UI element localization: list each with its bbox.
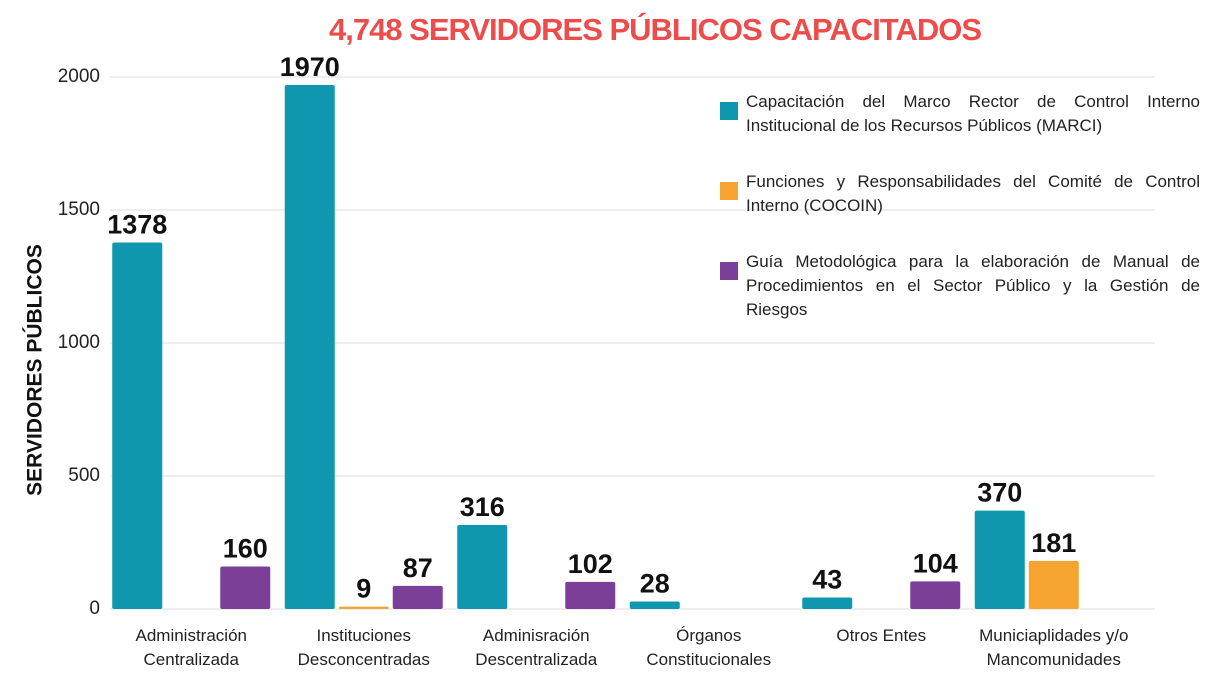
bar (220, 566, 270, 609)
bar (339, 607, 389, 609)
legend-label: Guía Metodológica para la elaboración de… (746, 250, 1200, 322)
x-tick-label: Municiaplidades y/o Mancomunidades (969, 624, 1139, 672)
bar (457, 525, 507, 609)
legend-item: Capacitación del Marco Rector de Control… (720, 90, 1200, 138)
bar (1029, 561, 1079, 609)
value-label: 102 (568, 549, 613, 579)
bar (393, 586, 443, 609)
bar (565, 582, 615, 609)
y-tick-label: 1000 (58, 332, 100, 353)
x-tick-label: Instituciones Desconcentradas (279, 624, 449, 672)
chart-title: 4,748 SERVIDORES PÚBLICOS CAPACITADOS (329, 11, 981, 47)
x-tick-label: Adminisración Descentralizada (451, 624, 621, 672)
value-label: 28 (640, 569, 670, 599)
value-label: 9 (356, 574, 371, 604)
value-label: 104 (913, 548, 958, 578)
value-label: 43 (812, 565, 842, 595)
value-label: 181 (1031, 528, 1076, 558)
bar (910, 581, 960, 609)
legend-label: Capacitación del Marco Rector de Control… (746, 90, 1200, 138)
value-label: 370 (977, 478, 1022, 508)
x-tick-label: Órganos Constitucionales (624, 624, 794, 672)
value-label: 160 (223, 534, 268, 564)
bar (802, 598, 852, 609)
value-label: 1970 (280, 52, 340, 82)
legend-swatch (720, 102, 738, 120)
value-label: 1378 (107, 210, 167, 240)
y-tick-label: 2000 (58, 66, 100, 87)
value-label: 87 (403, 553, 433, 583)
y-tick-label: 0 (89, 598, 100, 619)
x-tick-label: Otros Entes (796, 624, 966, 648)
legend-label: Funciones y Responsabilidades del Comité… (746, 170, 1200, 218)
chart: 4,748 SERVIDORES PÚBLICOS CAPACITADOS SE… (0, 0, 1207, 673)
bar (975, 511, 1025, 609)
legend-swatch (720, 182, 738, 200)
y-tick-label: 1500 (58, 199, 100, 220)
x-tick-label: Administración Centralizada (106, 624, 276, 672)
legend-item: Funciones y Responsabilidades del Comité… (720, 170, 1200, 218)
bar (630, 602, 680, 609)
y-axis-label: SERVIDORES PÚBLICOS (23, 244, 47, 496)
y-tick-label: 500 (68, 465, 100, 486)
legend: Capacitación del Marco Rector de Control… (720, 90, 1200, 354)
legend-swatch (720, 262, 738, 280)
bar (285, 85, 335, 609)
value-label: 316 (460, 492, 505, 522)
bar (112, 242, 162, 609)
legend-item: Guía Metodológica para la elaboración de… (720, 250, 1200, 322)
